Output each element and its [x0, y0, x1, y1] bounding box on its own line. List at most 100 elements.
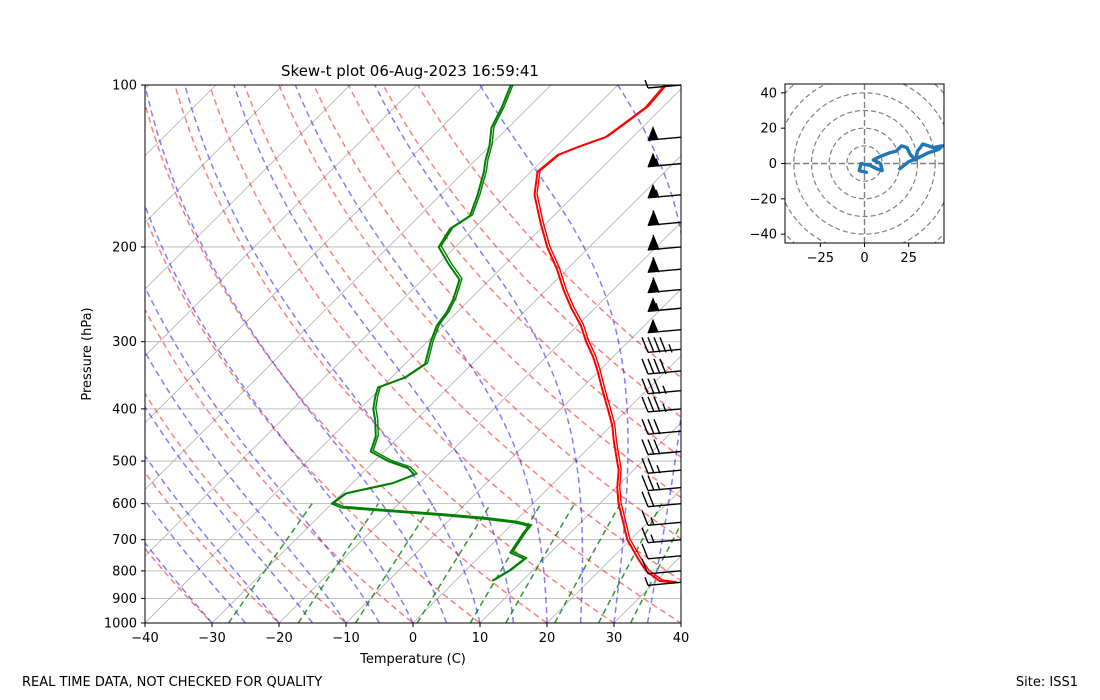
wind-barb — [641, 491, 682, 508]
moist-adiabat — [294, 85, 548, 623]
isotherm-line — [345, 288, 681, 623]
y-tick-label: 900 — [112, 592, 137, 607]
temperature-trace-secondary — [536, 85, 677, 583]
moist-adiabat — [145, 541, 213, 623]
isotherm-line — [145, 85, 351, 290]
quality-disclaimer: REAL TIME DATA, NOT CHECKED FOR QUALITY — [22, 675, 322, 690]
isotherm-line — [613, 555, 681, 623]
skew-t-chart: −40 −30 −20 −10 0 10 20 30 40 100 200 300 400 500 600 7… — [80, 62, 689, 667]
wind-barb — [641, 337, 682, 354]
hodograph-chart: −25 0 25 40 20 0 −20 −40 — [750, 83, 945, 266]
y-tick-label: 300 — [112, 335, 137, 350]
temperature-trace — [533, 85, 675, 584]
hodograph-y-tick-label: −40 — [750, 228, 777, 243]
wind-barb — [647, 152, 682, 168]
skew-t-series — [330, 85, 677, 584]
moist-adiabat — [145, 85, 448, 623]
x-tick-label: −30 — [198, 631, 225, 646]
hodograph-x-tick-label: 25 — [900, 251, 917, 266]
y-tick-label: 1000 — [104, 617, 137, 632]
y-tick-label: 600 — [112, 497, 137, 512]
wind-barb — [644, 79, 682, 89]
dewpoint-trace-secondary — [333, 85, 533, 581]
moist-adiabat — [145, 203, 414, 623]
x-tick-label: 40 — [673, 631, 690, 646]
dry-adiabat — [278, 85, 681, 540]
isotherm-line — [145, 88, 681, 623]
x-tick-label: 30 — [606, 631, 623, 646]
isotherm-line — [145, 85, 284, 224]
hodograph-x-tick-label: 0 — [860, 251, 868, 266]
wind-barb — [647, 277, 682, 294]
skew-t-axes: −40 −30 −20 −10 0 10 20 30 40 100 200 300 400 500 600 7… — [104, 79, 689, 647]
isotherm-line — [145, 85, 418, 357]
dry-adiabat — [382, 85, 681, 418]
mixing-ratio-line — [630, 522, 681, 623]
dry-adiabat — [243, 85, 681, 582]
moist-adiabat — [479, 85, 629, 623]
isotherm-line — [680, 622, 681, 623]
isotherm-line — [145, 85, 552, 491]
moist-adiabat — [145, 454, 280, 623]
wind-barb — [641, 558, 682, 575]
x-tick-label: −40 — [131, 631, 158, 646]
moist-adiabat — [145, 499, 247, 623]
hodograph-ring — [793, 92, 936, 235]
dry-adiabat — [145, 100, 549, 623]
wind-barb — [647, 297, 682, 312]
dry-adiabat — [145, 214, 482, 623]
dry-adiabat — [174, 85, 616, 623]
skew-t-plot-frame — [144, 84, 682, 624]
wind-barb — [647, 183, 682, 199]
hodograph-y-tick-label: 0 — [769, 157, 777, 172]
wind-barb — [641, 475, 682, 492]
hodograph-ring — [846, 145, 883, 182]
isotherm-line — [479, 422, 681, 623]
x-tick-label: 20 — [539, 631, 556, 646]
hodograph-trace — [857, 142, 944, 175]
wind-barb — [641, 543, 682, 560]
dewpoint-trace — [330, 85, 531, 582]
hodograph-x-tick-label: −25 — [807, 251, 834, 266]
isotherm-line — [278, 221, 681, 623]
wind-barb — [644, 577, 682, 586]
wind-barb — [647, 318, 682, 334]
site-label: Site: ISS1 — [1016, 675, 1078, 690]
x-tick-label: −20 — [265, 631, 292, 646]
y-tick-label: 700 — [112, 533, 137, 548]
hodograph-axes: −25 0 25 40 20 0 −20 −40 — [750, 86, 917, 266]
moist-adiabat — [617, 85, 681, 623]
wind-barb — [647, 234, 682, 251]
x-tick-label: 10 — [472, 631, 489, 646]
isotherm-line — [145, 85, 217, 157]
y-tick-label: 200 — [112, 240, 137, 255]
isotherm-line — [412, 355, 681, 623]
wind-barb — [641, 527, 682, 544]
moist-adiabat — [145, 285, 381, 623]
mixing-ratio-line — [297, 503, 379, 623]
wind-barb — [641, 510, 682, 527]
isotherm-line — [145, 85, 485, 424]
wind-barb — [641, 439, 682, 456]
hodograph-y-tick-label: −20 — [750, 192, 777, 207]
dry-adiabat — [145, 547, 214, 623]
dry-adiabat — [208, 85, 681, 623]
isotherm-line — [211, 155, 681, 623]
y-tick-label: 500 — [112, 455, 137, 470]
moist-adiabat — [233, 85, 515, 623]
isotherm-line — [546, 488, 681, 623]
y-tick-label: 400 — [112, 402, 137, 417]
wind-barb — [641, 396, 682, 413]
y-tick-label: 100 — [112, 79, 137, 94]
wind-barb-column — [641, 79, 682, 586]
wind-barb — [641, 418, 682, 435]
skew-t-background-lines — [145, 85, 681, 623]
x-axis-label: Temperature (C) — [359, 652, 466, 667]
mixing-ratio-line — [416, 503, 492, 623]
wind-barb — [641, 378, 682, 395]
x-tick-label: 0 — [409, 631, 417, 646]
hodograph-y-tick-label: 40 — [760, 86, 777, 101]
wind-barb — [647, 256, 682, 273]
hodograph-series — [857, 142, 944, 175]
